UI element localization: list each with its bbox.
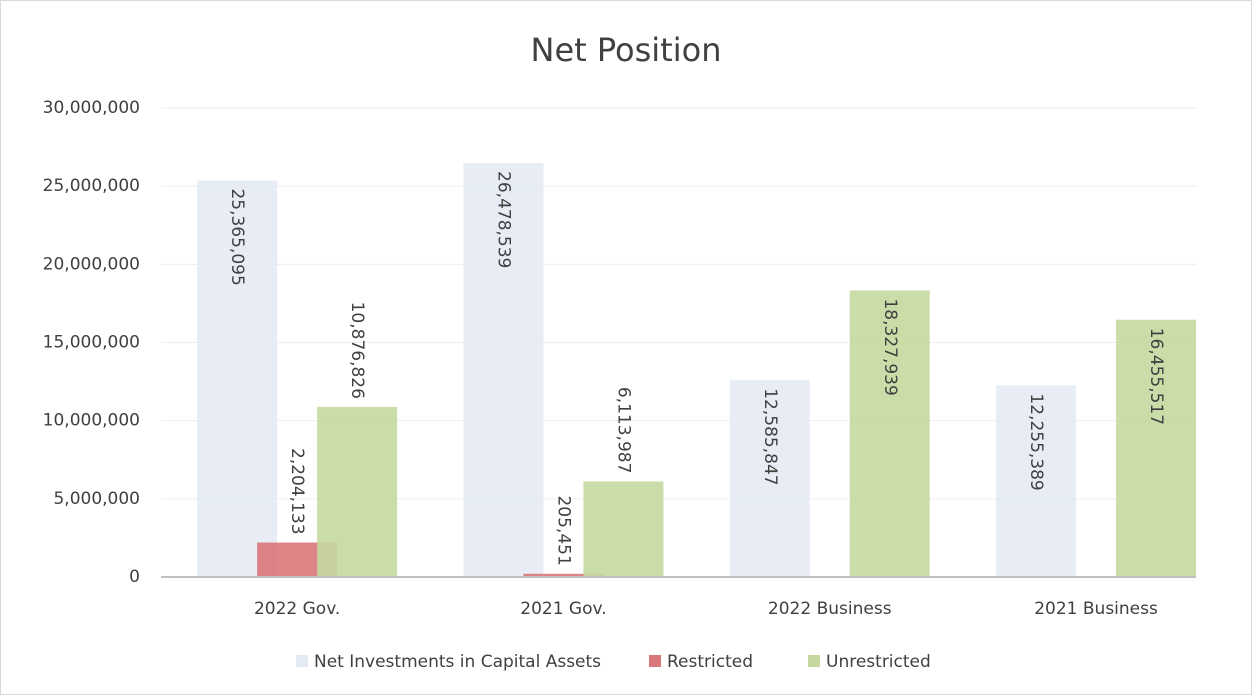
x-tick-label: 2021 Gov. xyxy=(520,599,606,619)
bar xyxy=(583,481,664,577)
x-tick-label: 2022 Business xyxy=(768,599,892,619)
legend-swatch xyxy=(649,655,661,667)
data-label: 25,365,095 xyxy=(227,188,247,285)
data-label: 18,327,939 xyxy=(880,298,900,395)
y-tick-label: 30,000,000 xyxy=(43,98,140,118)
y-tick-label: 25,000,000 xyxy=(43,176,140,196)
y-tick-label: 10,000,000 xyxy=(43,411,140,431)
legend-swatch xyxy=(296,655,308,667)
legend-swatch xyxy=(808,655,820,667)
data-label: 6,113,987 xyxy=(613,387,633,474)
legend-label: Net Investments in Capital Assets xyxy=(314,652,601,672)
y-tick-label: 20,000,000 xyxy=(43,254,140,274)
data-label: 16,455,517 xyxy=(1146,328,1166,425)
y-tick-label: 15,000,000 xyxy=(43,333,140,353)
bar xyxy=(523,573,604,577)
data-label: 205,451 xyxy=(553,495,573,565)
bar xyxy=(1116,319,1197,577)
legend-label: Unrestricted xyxy=(826,652,931,672)
bar xyxy=(463,163,544,577)
bar xyxy=(996,385,1077,577)
data-label: 12,585,847 xyxy=(760,388,780,485)
legend-label: Restricted xyxy=(667,652,753,672)
x-tick-label: 2021 Business xyxy=(1034,599,1158,619)
chart-title: Net Position xyxy=(531,31,722,69)
data-label: 12,255,389 xyxy=(1026,393,1046,490)
bar xyxy=(317,406,398,577)
bar xyxy=(729,380,810,577)
y-tick-label: 5,000,000 xyxy=(53,489,140,509)
bar xyxy=(197,180,278,577)
y-tick-label: 0 xyxy=(129,567,140,587)
data-label: 2,204,133 xyxy=(287,448,307,535)
bar xyxy=(849,290,930,577)
data-label: 26,478,539 xyxy=(493,171,513,268)
data-label: 10,876,826 xyxy=(347,302,367,399)
x-tick-label: 2022 Gov. xyxy=(254,599,340,619)
